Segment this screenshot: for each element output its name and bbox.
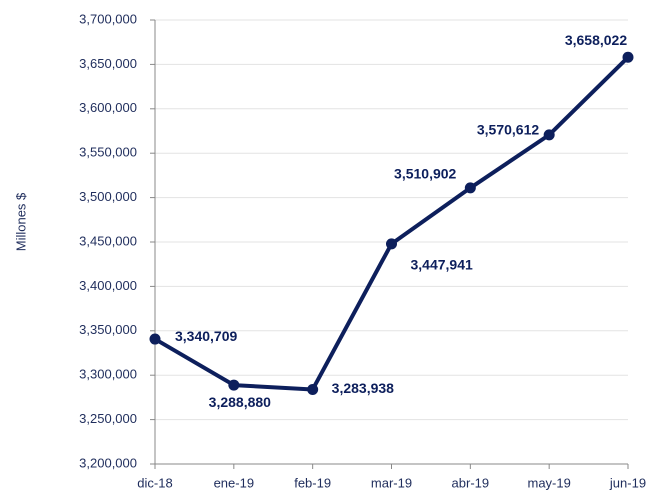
y-tick-label: 3,650,000 xyxy=(79,56,137,71)
y-tick-label: 3,200,000 xyxy=(79,455,137,470)
y-tick-label: 3,600,000 xyxy=(79,100,137,115)
x-tick-label: may-19 xyxy=(527,475,570,490)
data-label: 3,283,938 xyxy=(332,380,394,396)
y-tick-label: 3,450,000 xyxy=(79,233,137,248)
y-tick-label: 3,550,000 xyxy=(79,145,137,160)
x-tick-label: jun-19 xyxy=(609,475,646,490)
point xyxy=(307,383,319,395)
data-label: 3,447,941 xyxy=(411,257,473,273)
x-tick-label: dic-18 xyxy=(137,475,172,490)
data-label: 3,570,612 xyxy=(477,122,539,138)
point xyxy=(386,238,397,250)
x-tick-label: ene-19 xyxy=(214,475,254,490)
data-label: 3,288,880 xyxy=(209,394,271,410)
y-tick-label: 3,400,000 xyxy=(79,278,137,293)
data-label: 3,658,022 xyxy=(565,32,627,48)
y-tick-label: 3,700,000 xyxy=(79,11,137,26)
point xyxy=(622,51,634,63)
y-tick-label: 3,300,000 xyxy=(79,367,137,382)
data-label: 3,340,709 xyxy=(175,328,237,344)
point xyxy=(464,182,476,194)
point xyxy=(543,129,555,141)
y-axis-label: Millones $ xyxy=(13,192,28,251)
y-tick-label: 3,350,000 xyxy=(79,322,137,337)
point xyxy=(228,379,240,391)
y-tick-label: 3,250,000 xyxy=(79,411,137,426)
x-tick-label: feb-19 xyxy=(294,475,331,490)
data-label: 3,510,902 xyxy=(394,166,456,182)
x-tick-label: abr-19 xyxy=(452,475,490,490)
x-tick-label: mar-19 xyxy=(371,475,412,490)
y-tick-label: 3,500,000 xyxy=(79,189,137,204)
point xyxy=(149,333,161,345)
